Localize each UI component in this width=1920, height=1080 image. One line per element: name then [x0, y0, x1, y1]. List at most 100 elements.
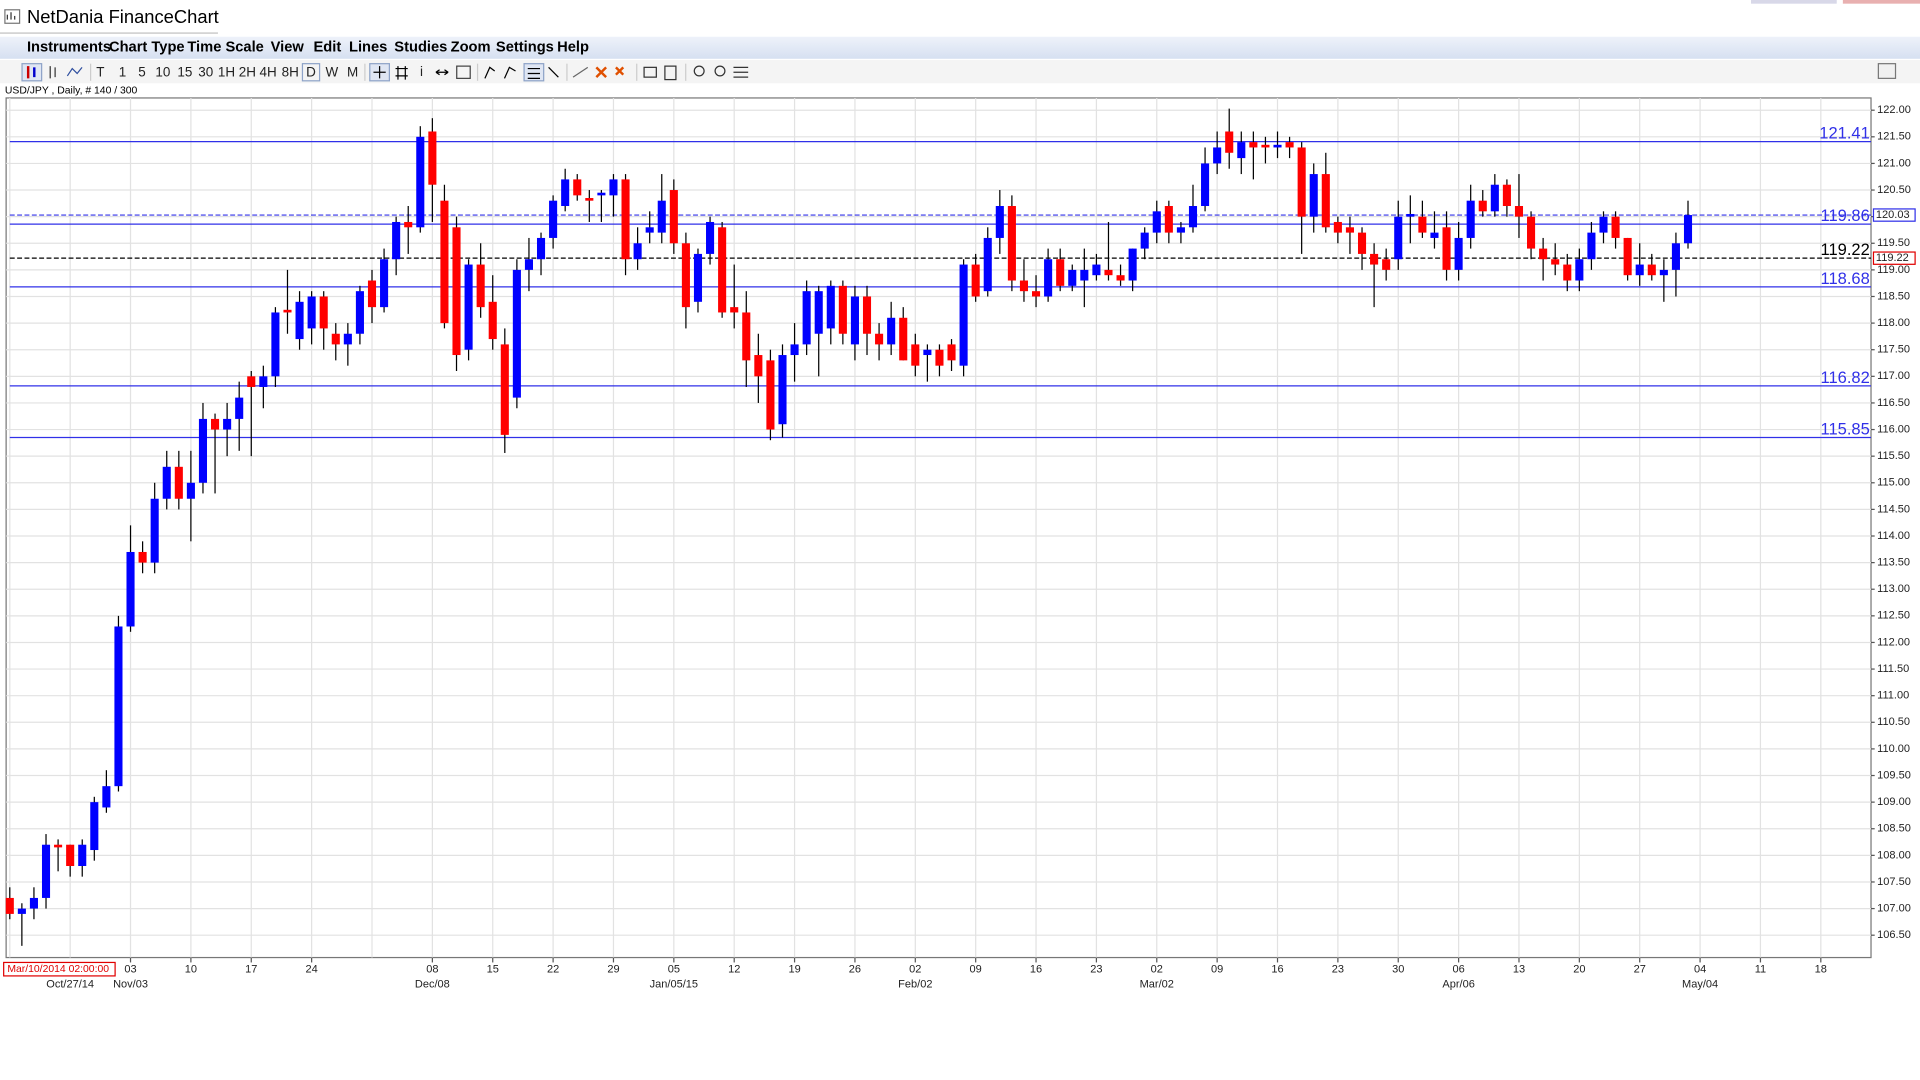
x-tick-label-2: Nov/03	[113, 978, 148, 990]
menu-item[interactable]: View	[271, 40, 305, 56]
level-label: 116.82	[1820, 368, 1869, 387]
tool-daily-selected	[301, 63, 321, 82]
x-tick-label: 16	[1271, 964, 1283, 976]
timescale-button[interactable]: 30	[198, 64, 213, 79]
x-tick-label: 23	[1090, 964, 1102, 976]
candle-body	[452, 227, 461, 356]
candle-body	[235, 397, 244, 419]
timescale-button[interactable]: 10	[155, 64, 170, 79]
x-tick-label: 09	[970, 964, 982, 976]
candle-body	[693, 253, 703, 302]
marker-tag	[1872, 251, 1916, 265]
tool-zoom-out[interactable]	[714, 65, 726, 77]
candle-body	[1104, 269, 1113, 276]
candle-body	[1068, 269, 1077, 286]
tool-volume[interactable]	[456, 65, 471, 79]
candle-body	[766, 360, 775, 430]
candle-body	[681, 243, 690, 308]
x-tick-label: 02	[909, 964, 921, 976]
tool-info[interactable]: i	[420, 64, 423, 79]
candle-body	[271, 312, 280, 377]
y-tick-label: 117.00	[1877, 370, 1910, 382]
tool-scroll[interactable]	[435, 69, 449, 76]
x-tick-label: 10	[185, 964, 197, 976]
candle-body	[1019, 280, 1029, 292]
candle-body	[730, 307, 739, 313]
panel-button[interactable]	[1877, 63, 1897, 79]
candle-body	[995, 206, 1004, 238]
menu-item[interactable]: Instruments	[27, 40, 111, 56]
candle-body	[1285, 142, 1294, 148]
timescale-button[interactable]: 5	[138, 64, 145, 79]
window-control[interactable]	[1751, 0, 1837, 4]
timescale-button[interactable]: D	[306, 64, 316, 79]
x-tick-label-2: Jan/05/15	[650, 978, 698, 990]
x-tick-label: 19	[788, 964, 800, 976]
tool-fit[interactable]	[733, 66, 749, 78]
candle-body	[174, 466, 183, 499]
timescale-button[interactable]: M	[347, 64, 358, 79]
tool-print[interactable]	[643, 66, 657, 78]
candle-body	[983, 237, 992, 292]
candle-body	[186, 482, 195, 499]
candle-body	[54, 844, 63, 848]
timescale-button[interactable]: 8H	[282, 64, 299, 79]
x-tick-label: 16	[1030, 964, 1042, 976]
candle-body	[923, 349, 932, 356]
candle-body	[1635, 264, 1644, 276]
candle-body	[1466, 200, 1475, 238]
candle-body	[1539, 248, 1548, 260]
last-price-tag	[1872, 208, 1916, 222]
candle-body	[512, 269, 521, 398]
menu-item[interactable]: Edit	[313, 40, 341, 56]
candle-body	[1297, 147, 1306, 217]
tool-pen[interactable]	[572, 66, 589, 78]
menu-item[interactable]: Lines	[349, 40, 387, 56]
menu-item[interactable]: Zoom	[451, 40, 491, 56]
tool-preview[interactable]	[664, 65, 677, 81]
menu-item[interactable]: Time Scale	[187, 40, 263, 56]
menu-item[interactable]: Help	[557, 40, 589, 56]
timescale-button[interactable]: W	[325, 64, 338, 79]
timescale-button[interactable]: 4H	[260, 64, 277, 79]
tool-candles[interactable]	[21, 63, 43, 82]
candle-body	[343, 333, 352, 345]
x-tick-label-2: Apr/06	[1442, 978, 1474, 990]
candle-body	[1140, 232, 1149, 249]
candle-body	[1418, 216, 1427, 233]
x-tick-label: 20	[1573, 964, 1585, 976]
cursor-time: Mar/10/2014 02:00:00	[7, 964, 109, 975]
x-tick-label: 22	[547, 964, 559, 976]
toolbar-icons: i	[21, 63, 1897, 82]
tool-trend2[interactable]	[503, 66, 516, 79]
candle-body	[17, 908, 26, 914]
y-tick-label: 122.00	[1877, 104, 1911, 116]
timescale-button[interactable]: 15	[177, 64, 192, 79]
x-tick-label: 06	[1452, 964, 1464, 976]
candle-body	[1116, 275, 1125, 281]
candle-body	[1032, 291, 1041, 297]
tool-line[interactable]	[66, 66, 83, 77]
candle-body	[1563, 264, 1572, 281]
window-close[interactable]	[1842, 0, 1920, 4]
y-tick-label: 112.00	[1877, 636, 1910, 648]
menu-item[interactable]: Chart Type	[109, 40, 185, 56]
menu-item[interactable]: Settings	[496, 40, 554, 56]
timescale-button[interactable]: 1H	[218, 64, 235, 79]
tool-arrow[interactable]	[548, 66, 559, 78]
menu-item[interactable]: Studies	[394, 40, 447, 56]
tool-delete[interactable]	[595, 66, 607, 79]
timescale-button[interactable]: 1	[119, 64, 126, 79]
timescale-button[interactable]: 2H	[239, 64, 256, 79]
x-tick-label: 05	[668, 964, 680, 976]
candle-body	[1213, 147, 1222, 164]
tool-grid[interactable]	[395, 66, 408, 80]
tool-trend[interactable]	[484, 66, 496, 79]
candle-body	[862, 296, 872, 334]
tool-zoom-in[interactable]	[693, 65, 705, 77]
y-tick-label: 107.50	[1877, 876, 1911, 888]
tool-delete-all[interactable]	[615, 66, 625, 76]
timescale-button[interactable]: T	[96, 64, 104, 79]
y-tick-label: 112.50	[1877, 610, 1910, 622]
